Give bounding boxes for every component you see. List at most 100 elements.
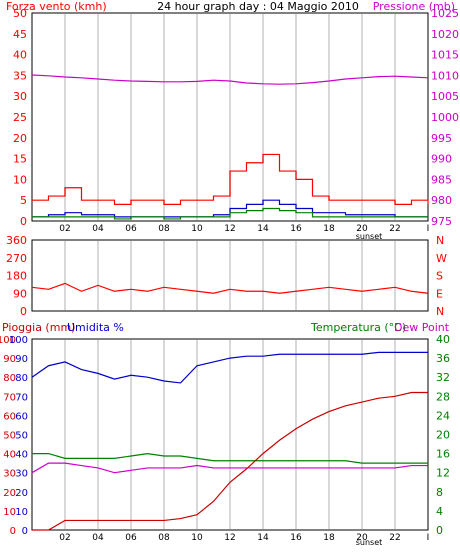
x-tick-label: 16	[290, 224, 302, 234]
tick-label: 24	[436, 409, 450, 422]
x-tick-label: 18	[323, 533, 335, 543]
tick-label: 36	[436, 352, 450, 365]
tick-label: 5	[20, 194, 27, 207]
tick-label: 80	[3, 373, 16, 384]
tick-label: W	[436, 252, 447, 265]
tick-label: 40	[13, 49, 27, 62]
x-tick-label: 22	[389, 533, 400, 543]
tick-label: 25	[13, 111, 27, 124]
x-tick-label: 12	[224, 533, 235, 543]
wind-axis-title: Forza vento (kmh)	[6, 0, 107, 13]
x-tick-label: 08	[158, 224, 170, 234]
x-tick-label: 22	[389, 224, 400, 234]
tick-label: 180	[6, 270, 27, 283]
sunset-label-bottom: sunset	[356, 538, 383, 547]
tick-label: 40	[3, 450, 16, 461]
x-tick-label: 12	[224, 224, 235, 234]
x-tick-label: 04	[92, 224, 104, 234]
humidity-axis-title: Umidita %	[67, 321, 124, 334]
tick-label: 12	[436, 467, 450, 480]
pressure-y-ticks: 1025 1020 1015 1010 1005 1000 995 990 985 980 975	[431, 7, 459, 228]
x-tick-label: 02	[59, 224, 70, 234]
x-tick-label: 14	[257, 224, 269, 234]
tick-label: 32	[436, 371, 450, 384]
direction-y-ticks: 360 270 180 90 0	[6, 234, 27, 318]
x-tick-label: 10	[191, 533, 203, 543]
x-tick-label: 08	[158, 533, 170, 543]
gust-line	[32, 207, 428, 220]
x-tick-label: I	[427, 224, 430, 234]
temp-grid	[64, 340, 396, 529]
tick-label: 990	[431, 153, 452, 166]
temperature-line	[32, 452, 428, 464]
x-tick-label: I	[427, 533, 430, 543]
x-tick-label: 06	[125, 224, 137, 234]
x-tick-label: 16	[290, 533, 302, 543]
tick-label: 60	[3, 411, 16, 422]
wind-series	[31, 74, 429, 220]
tick-label: 0	[20, 215, 27, 228]
tick-label: 40	[436, 333, 450, 346]
x-tick-label: 02	[59, 533, 70, 543]
wind-average-line	[32, 199, 428, 218]
tick-label: 0	[22, 526, 28, 537]
dewpoint-line	[31, 462, 428, 474]
wind-x-ticks: 02 04 06 08 10 12 14 16 18 20 22 I	[59, 224, 429, 234]
x-tick-label: 20	[356, 224, 368, 234]
tick-label: 100	[0, 335, 16, 346]
tick-label: 60	[15, 411, 28, 422]
tick-label: 10	[13, 173, 27, 186]
tick-label: 980	[431, 194, 452, 207]
dewpoint-axis-title: Dew Point	[394, 321, 450, 334]
temp-x-ticks: 02 04 06 08 10 12 14 16 18 20 22 I	[59, 533, 429, 543]
tick-label: 45	[13, 28, 27, 41]
temperature-series	[31, 351, 428, 531]
tick-label: 30	[13, 90, 27, 103]
x-tick-label: 06	[125, 533, 137, 543]
tick-label: 70	[3, 392, 16, 403]
tick-label: 1020	[431, 28, 459, 41]
tick-label: 975	[431, 215, 452, 228]
x-tick-label: 04	[92, 533, 104, 543]
tick-label: 20	[3, 488, 16, 499]
direction-grid	[64, 241, 396, 310]
tick-label: 1025	[431, 7, 459, 20]
tick-label: 995	[431, 132, 452, 145]
x-tick-label: 18	[323, 224, 335, 234]
tick-label: 70	[15, 392, 28, 403]
graph-title: 24 hour graph day : 04 Maggio 2010	[157, 0, 359, 13]
tick-label: 0	[10, 526, 16, 537]
pressure-axis-title: Pressione (mb)	[373, 0, 455, 13]
tick-label: 20	[13, 132, 27, 145]
tick-label: 30	[15, 469, 28, 480]
tick-label: 270	[6, 252, 27, 265]
wind-speed-line	[32, 153, 429, 205]
rain-axis-title: Pioggia (mm)	[2, 321, 75, 334]
direction-line	[31, 282, 429, 294]
tick-label: 90	[3, 354, 16, 365]
tick-label: 1000	[431, 111, 459, 124]
direction-series	[31, 282, 429, 294]
tick-label: 100	[9, 335, 28, 346]
tick-label: 10	[15, 507, 28, 518]
tick-label: 35	[13, 69, 27, 82]
tick-label: 50	[15, 431, 28, 442]
tick-label: 4	[436, 505, 443, 518]
pressure-line	[31, 74, 429, 85]
tick-label: 30	[3, 469, 16, 480]
tick-label: 40	[15, 450, 28, 461]
x-tick-label: 14	[257, 533, 269, 543]
tick-label: 15	[13, 153, 27, 166]
tick-label: 985	[431, 173, 452, 186]
x-tick-label: 10	[191, 224, 203, 234]
tick-label: 0	[20, 305, 27, 318]
tick-label: 10	[3, 507, 16, 518]
x-tick-label: 20	[356, 533, 368, 543]
tick-label: 1010	[431, 69, 459, 82]
